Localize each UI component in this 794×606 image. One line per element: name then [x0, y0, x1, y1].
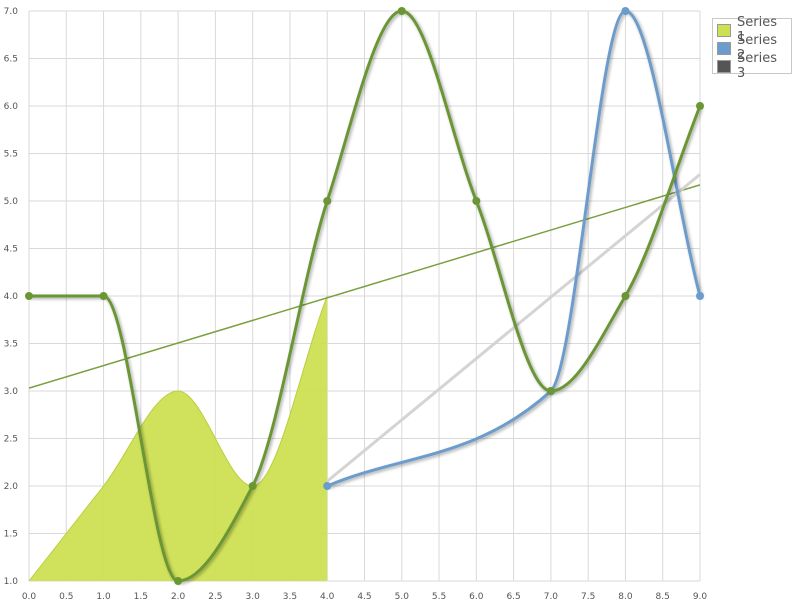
- x-tick-label: 7.5: [581, 592, 595, 602]
- y-axis-ticks: 1.0 1.5 2.0 2.5 3.0 3.5 4.0 4.5 5.0 5.5 6.0 6.5 7.0: [4, 7, 19, 587]
- series-3-point[interactable]: [696, 102, 704, 110]
- x-tick-label: 4.5: [357, 592, 371, 602]
- x-tick-label: 6.5: [506, 592, 520, 602]
- x-tick-label: 8.5: [656, 592, 670, 602]
- x-tick-label: 6.0: [469, 592, 484, 602]
- trendline-2: [326, 173, 701, 483]
- series-1-area: [28, 295, 328, 582]
- series-3-point[interactable]: [323, 197, 332, 205]
- legend-label-series-2: Series 2: [737, 33, 777, 63]
- series-3-point[interactable]: [472, 197, 481, 205]
- legend-label-series-1: Series 1: [737, 15, 777, 45]
- x-tick-label: 4.0: [320, 592, 335, 602]
- series-3-point[interactable]: [397, 7, 406, 15]
- x-tick-label: 1.5: [134, 592, 148, 602]
- y-tick-label: 4.5: [4, 245, 18, 255]
- legend-item-series-3[interactable]: Series 3: [717, 51, 787, 81]
- x-tick-label: 2.5: [208, 592, 222, 602]
- x-axis-ticks: 0.0 0.5 1.0 1.5 2.0 2.5 3.0 3.5 4.0 4.5 5.0 5.5 6.0 6…: [22, 592, 708, 602]
- y-tick-label: 3.5: [4, 340, 18, 350]
- legend-swatch-series-1: [717, 23, 731, 37]
- series-3-point[interactable]: [25, 292, 33, 300]
- x-tick-label: 9.0: [693, 592, 708, 602]
- y-tick-label: 7.0: [4, 7, 19, 17]
- x-tick-label: 5.0: [395, 592, 410, 602]
- y-tick-label: 5.0: [4, 197, 19, 207]
- series-3-point[interactable]: [174, 577, 183, 585]
- legend-item-series-1[interactable]: Series 1: [717, 15, 787, 45]
- y-tick-label: 3.0: [4, 387, 19, 397]
- series-3-line: [29, 9, 702, 583]
- series-2-point[interactable]: [696, 292, 704, 300]
- x-tick-label: 1.0: [96, 592, 111, 602]
- series-points: [25, 7, 704, 585]
- x-tick-label: 8.0: [618, 592, 633, 602]
- legend-swatch-series-3: [717, 59, 731, 73]
- series-lines: [29, 9, 702, 583]
- y-tick-label: 2.5: [4, 435, 18, 445]
- legend-swatch-series-2: [717, 41, 731, 55]
- x-tick-label: 0.0: [22, 592, 37, 602]
- trendlines: [28, 173, 701, 483]
- series-2-line: [326, 9, 702, 488]
- y-tick-label: 5.5: [4, 150, 18, 160]
- legend: Series 1 Series 2 Series 3: [712, 15, 792, 81]
- series-3-point[interactable]: [248, 482, 257, 490]
- y-tick-label: 4.0: [4, 292, 19, 302]
- legend-label-series-3: Series 3: [737, 51, 777, 81]
- series-2-point[interactable]: [621, 7, 630, 15]
- series-3-point[interactable]: [99, 292, 108, 300]
- x-tick-label: 2.0: [171, 592, 186, 602]
- grid: [28, 10, 701, 582]
- series-2-point[interactable]: [323, 482, 332, 490]
- series-3-point[interactable]: [621, 292, 630, 300]
- y-tick-label: 1.5: [4, 530, 18, 540]
- series-1-area-fill: [29, 296, 328, 581]
- y-tick-label: 6.0: [4, 102, 19, 112]
- y-tick-label: 1.0: [4, 577, 19, 587]
- trendline-1: [28, 184, 701, 389]
- y-tick-label: 2.0: [4, 482, 19, 492]
- series-1-area-edge: [28, 295, 328, 582]
- x-tick-label: 5.5: [432, 592, 446, 602]
- legend-item-series-2[interactable]: Series 2: [717, 33, 787, 63]
- series-3-point[interactable]: [546, 387, 555, 395]
- x-tick-label: 3.0: [246, 592, 261, 602]
- x-tick-label: 0.5: [59, 592, 73, 602]
- y-tick-label: 6.5: [4, 55, 18, 65]
- x-tick-label: 7.0: [544, 592, 559, 602]
- x-tick-label: 3.5: [283, 592, 297, 602]
